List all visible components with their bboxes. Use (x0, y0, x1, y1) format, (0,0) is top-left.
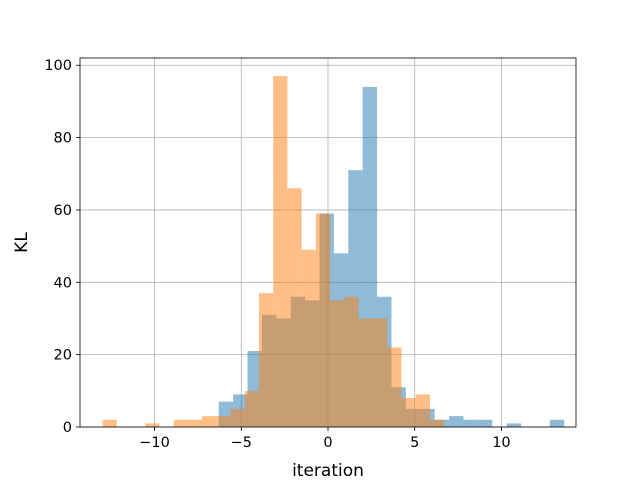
histogram-bar (401, 398, 416, 427)
histogram-bar (549, 419, 565, 427)
histogram-bar (258, 293, 274, 427)
histogram-bar (415, 394, 430, 427)
histogram-bar (477, 419, 493, 427)
histogram-bar (216, 416, 231, 427)
x-tick-label: −10 (139, 435, 170, 451)
y-tick-label: 40 (54, 275, 72, 291)
x-axis-ticks: −10 −5 0 5 10 (139, 427, 511, 451)
y-tick-label: 0 (63, 420, 72, 436)
histogram-bar (145, 423, 160, 427)
x-axis-label: iteration (292, 461, 364, 480)
y-axis-label: KL (12, 232, 32, 253)
histogram-bar (173, 419, 188, 427)
x-tick-label: 10 (492, 435, 510, 451)
histogram-bar (202, 416, 217, 427)
series-1 (102, 76, 445, 428)
x-tick-label: −5 (231, 435, 252, 451)
y-tick-label: 80 (54, 131, 72, 147)
histogram-bar (230, 408, 245, 427)
histogram-bar (506, 423, 522, 427)
y-axis-ticks: 0 20 40 60 80 100 (44, 58, 80, 436)
y-tick-label: 20 (54, 348, 72, 364)
y-tick-label: 100 (44, 58, 72, 74)
histogram-bar (315, 213, 331, 427)
histogram-bar (358, 318, 373, 427)
histogram-bar (463, 419, 478, 427)
histogram-bar (287, 188, 302, 427)
y-tick-label: 60 (54, 203, 72, 219)
histogram-bar (429, 419, 445, 427)
histogram-bar (273, 76, 288, 428)
histogram-bar (387, 347, 402, 427)
histogram-bar (344, 296, 359, 427)
histogram-bar (301, 249, 316, 427)
histogram-bar (102, 419, 117, 427)
histogram-bar (372, 318, 388, 427)
bars (102, 76, 565, 428)
histogram-bar (330, 300, 345, 427)
histogram-bar (187, 419, 203, 427)
x-tick-label: 0 (323, 435, 332, 451)
histogram-bar (244, 390, 259, 427)
histogram-bar (449, 416, 464, 427)
x-tick-label: 5 (410, 435, 419, 451)
